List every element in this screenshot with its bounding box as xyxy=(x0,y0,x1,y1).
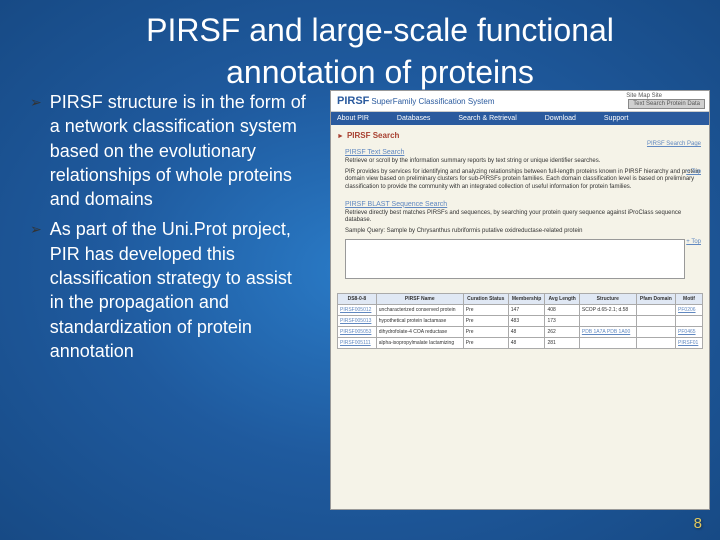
table-cell: Pre xyxy=(463,338,508,349)
table-cell: PF0206 xyxy=(676,305,703,316)
page-link[interactable]: PIRSF Search Page xyxy=(647,141,701,147)
table-cell: alpha-isopropylmalate lactamizing xyxy=(376,338,463,349)
table-link[interactable]: PF0465 xyxy=(678,329,696,335)
pirsf-logo: PIRSF xyxy=(337,95,369,107)
section-heading: PIRSF Search xyxy=(337,131,703,140)
nav-bar: About PIR Databases Search & Retrieval D… xyxy=(331,112,709,125)
table-header: DS8-0-8 xyxy=(338,294,377,305)
table-cell: 48 xyxy=(508,327,545,338)
nav-databases[interactable]: Databases xyxy=(397,115,430,122)
top-link[interactable]: + Top xyxy=(686,239,701,245)
table-header: Curation Status xyxy=(463,294,508,305)
table-row: PIRSF005053 dihydrofolate-4 COA reductase… xyxy=(338,327,703,338)
blast-para: Sample Query: Sample by Chrysanthus rubr… xyxy=(345,228,703,235)
section-text-search: + Top PIRSF Text Search Retrieve or scro… xyxy=(331,149,709,201)
table-cell xyxy=(636,327,675,338)
nav-download[interactable]: Download xyxy=(545,115,576,122)
bullet-item: ➢ PIRSF structure is in the form of a ne… xyxy=(30,90,310,211)
table-link[interactable]: PDB 1A7A PDB 1A00 xyxy=(582,329,630,335)
section-blast: + Top PIRSF BLAST Sequence Search Retrie… xyxy=(331,201,709,290)
table-cell xyxy=(579,338,636,349)
nav-search[interactable]: Search & Retrieval xyxy=(458,115,516,122)
section-pirsf-search: PIRSF Search PIRSF Search Page xyxy=(331,125,709,149)
table-cell: uncharacterized conserved protein xyxy=(376,305,463,316)
page-number: 8 xyxy=(694,515,702,532)
table-cell: 48 xyxy=(508,338,545,349)
table-cell xyxy=(636,305,675,316)
table-cell: PIRSF005012 xyxy=(338,305,377,316)
table-link[interactable]: PF0206 xyxy=(678,307,696,313)
table-cell: 281 xyxy=(545,338,579,349)
table-cell xyxy=(636,316,675,327)
nav-about[interactable]: About PIR xyxy=(337,115,369,122)
results-table: DS8-0-8PIRSF NameCuration StatusMembersh… xyxy=(337,293,703,349)
table-header: Avg Length xyxy=(545,294,579,305)
table-cell: Pre xyxy=(463,316,508,327)
table-header: Motif xyxy=(676,294,703,305)
text-search-desc: Retrieve or scroll by the information su… xyxy=(345,158,703,165)
search-protein-button[interactable]: Text Search Protein Data xyxy=(628,99,705,109)
table-cell: PDB 1A7A PDB 1A00 xyxy=(579,327,636,338)
table-cell: 147 xyxy=(508,305,545,316)
table-header: Structure xyxy=(579,294,636,305)
table-cell: PF0465 xyxy=(676,327,703,338)
table-link[interactable]: PIRSF005053 xyxy=(340,329,371,335)
bullet-marker: ➢ xyxy=(30,94,42,211)
table-header: Pfam Domain xyxy=(636,294,675,305)
table-link[interactable]: PIRSF005111 xyxy=(340,340,371,346)
query-textarea[interactable] xyxy=(345,239,685,279)
table-cell: SCOP d.65-2.1; d.58 xyxy=(579,305,636,316)
blast-link[interactable]: PIRSF BLAST Sequence Search xyxy=(345,201,703,208)
pirsf-subtitle: SuperFamily Classification System xyxy=(371,97,494,106)
table-cell: 173 xyxy=(545,316,579,327)
table-cell: dihydrofolate-4 COA reductase xyxy=(376,327,463,338)
table-cell: PIRSF005013 xyxy=(338,316,377,327)
bullet-list: ➢ PIRSF structure is in the form of a ne… xyxy=(30,90,310,369)
table-cell: PIRSF01 xyxy=(676,338,703,349)
table-row: PIRSF005013 hypothetical protein lactamas… xyxy=(338,316,703,327)
table-row: PIRSF005111 alpha-isopropylmalate lactami… xyxy=(338,338,703,349)
text-search-link[interactable]: PIRSF Text Search xyxy=(345,149,703,156)
table-header: Membership xyxy=(508,294,545,305)
text-search-para: PIR provides by services for identifying… xyxy=(345,169,703,191)
bullet-item: ➢ As part of the Uni.Prot project, PIR h… xyxy=(30,217,310,363)
table-cell: Pre xyxy=(463,327,508,338)
table-link[interactable]: PIRSF01 xyxy=(678,340,698,346)
blast-desc: Retrieve directly best matches PIRSFs an… xyxy=(345,210,703,224)
table-cell: 262 xyxy=(545,327,579,338)
table-cell: Pre xyxy=(463,305,508,316)
table-cell: 408 xyxy=(545,305,579,316)
table-header: PIRSF Name xyxy=(376,294,463,305)
embedded-screenshot: Site Map Site Text Search Protein Data P… xyxy=(330,90,710,510)
bullet-marker: ➢ xyxy=(30,221,42,363)
top-link[interactable]: + Top xyxy=(686,169,701,175)
table-link[interactable]: PIRSF005013 xyxy=(340,318,371,324)
slide-title: PIRSF and large-scale functional annotat… xyxy=(80,10,680,93)
table-cell: PIRSF005111 xyxy=(338,338,377,349)
table-link[interactable]: PIRSF005012 xyxy=(340,307,371,313)
table-cell: PIRSF005053 xyxy=(338,327,377,338)
bullet-text: PIRSF structure is in the form of a netw… xyxy=(50,90,310,211)
table-cell xyxy=(579,316,636,327)
table-cell xyxy=(636,338,675,349)
table-cell: 483 xyxy=(508,316,545,327)
top-links: Site Map Site Text Search Protein Data xyxy=(626,93,705,109)
table-cell: hypothetical protein lactamase xyxy=(376,316,463,327)
table-cell xyxy=(676,316,703,327)
bullet-text: As part of the Uni.Prot project, PIR has… xyxy=(50,217,310,363)
table-row: PIRSF005012 uncharacterized conserved pro… xyxy=(338,305,703,316)
nav-support[interactable]: Support xyxy=(604,115,629,122)
